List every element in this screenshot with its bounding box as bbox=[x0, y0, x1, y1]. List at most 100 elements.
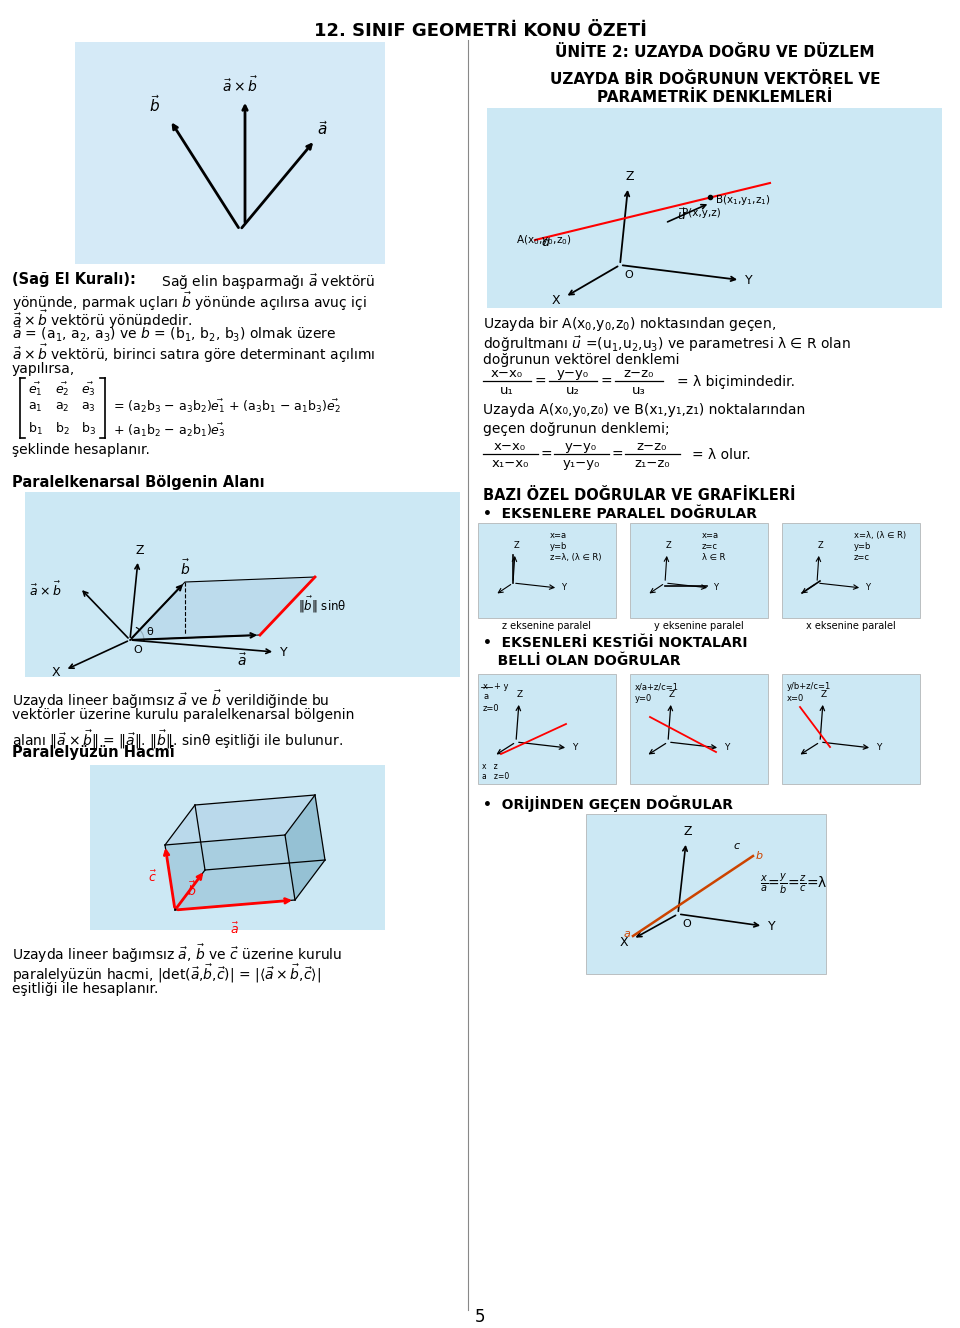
Text: $\vec{a}$: $\vec{a}$ bbox=[237, 652, 247, 668]
Text: Paralelyüzün Hacmi: Paralelyüzün Hacmi bbox=[12, 745, 175, 760]
Text: doğrunun vektörel denklemi: doğrunun vektörel denklemi bbox=[483, 353, 680, 367]
Text: 12. SINIF GEOMETRİ KONU ÖZETİ: 12. SINIF GEOMETRİ KONU ÖZETİ bbox=[314, 23, 646, 40]
Text: z=c: z=c bbox=[702, 542, 718, 551]
Text: a$_3$: a$_3$ bbox=[81, 401, 95, 414]
Text: $\vec{a}\times\vec{b}$: $\vec{a}\times\vec{b}$ bbox=[30, 580, 62, 599]
Text: Y: Y bbox=[768, 919, 776, 932]
Text: Y: Y bbox=[865, 583, 870, 592]
Text: λ ∈ R: λ ∈ R bbox=[702, 552, 725, 562]
Bar bbox=[25, 491, 460, 677]
Text: a: a bbox=[623, 930, 630, 939]
Text: $\vec{a}$ = (a$_1$, a$_2$, a$_3$) ve $\vec{b}$ = (b$_1$, b$_2$, b$_3$) olmak üze: $\vec{a}$ = (a$_1$, a$_2$, a$_3$) ve $\v… bbox=[12, 321, 336, 344]
Bar bbox=[478, 675, 616, 784]
Text: doğrultmanı $\vec{u}$ =(u$_1$,u$_2$,u$_3$) ve parametresi λ ∈ R olan: doğrultmanı $\vec{u}$ =(u$_1$,u$_2$,u$_3… bbox=[483, 335, 851, 353]
Text: Uzayda bir A(x$_0$,y$_0$,z$_0$) noktasından geçen,: Uzayda bir A(x$_0$,y$_0$,z$_0$) noktasın… bbox=[483, 315, 776, 333]
Text: y eksenine paralel: y eksenine paralel bbox=[654, 622, 744, 631]
Bar bbox=[586, 814, 826, 973]
Text: $\vec{a}\times\vec{b}$: $\vec{a}\times\vec{b}$ bbox=[222, 76, 258, 96]
Text: $\vec{e_2}$: $\vec{e_2}$ bbox=[55, 381, 69, 398]
Text: X: X bbox=[52, 665, 60, 679]
Text: yapılırsa,: yapılırsa, bbox=[12, 363, 75, 376]
Text: u₃: u₃ bbox=[632, 384, 646, 397]
Text: x−x₀: x−x₀ bbox=[494, 440, 526, 453]
Bar bbox=[630, 675, 768, 784]
Text: a   z=0: a z=0 bbox=[482, 772, 509, 781]
Text: d: d bbox=[541, 236, 549, 250]
Text: y/b+z/c=1: y/b+z/c=1 bbox=[787, 683, 831, 691]
Text: Z: Z bbox=[516, 691, 523, 699]
Text: Z: Z bbox=[135, 544, 144, 556]
Text: Y: Y bbox=[561, 583, 566, 592]
Text: •  EKSENLERİ KESTİĞİ NOKTALARI: • EKSENLERİ KESTİĞİ NOKTALARI bbox=[483, 636, 748, 649]
Text: $\vec{a}\times\vec{b}$ vektörü, birinci satıra göre determinant açılımı: $\vec{a}\times\vec{b}$ vektörü, birinci … bbox=[12, 343, 375, 365]
Text: a$_2$: a$_2$ bbox=[55, 401, 69, 414]
Text: Uzayda A(x₀,y₀,z₀) ve B(x₁,y₁,z₁) noktalarından: Uzayda A(x₀,y₀,z₀) ve B(x₁,y₁,z₁) noktal… bbox=[483, 402, 805, 417]
Text: (Sağ El Kuralı):: (Sağ El Kuralı): bbox=[12, 272, 136, 287]
Text: Paralelkenarsal Bölgenin Alanı: Paralelkenarsal Bölgenin Alanı bbox=[12, 475, 265, 490]
Text: y=b: y=b bbox=[853, 542, 871, 551]
Text: b$_1$: b$_1$ bbox=[28, 421, 42, 437]
Text: ÜNİTE 2: UZAYDA DOĞRU VE DÜZLEM: ÜNİTE 2: UZAYDA DOĞRU VE DÜZLEM bbox=[555, 45, 875, 60]
Bar bbox=[782, 675, 920, 784]
Text: = (a$_2$b$_3$ − a$_3$b$_2$)$\vec{e_1}$ + (a$_3$b$_1$ − a$_1$b$_3$)$\vec{e_2}$
+ : = (a$_2$b$_3$ − a$_3$b$_2$)$\vec{e_1}$ +… bbox=[113, 398, 341, 440]
Text: u₁: u₁ bbox=[500, 384, 514, 397]
Text: x=a: x=a bbox=[702, 531, 719, 540]
Text: =: = bbox=[540, 448, 552, 462]
Text: X: X bbox=[619, 935, 628, 948]
Text: Y: Y bbox=[745, 274, 753, 287]
Text: Z: Z bbox=[626, 170, 635, 183]
Text: geçen doğrunun denklemi;: geçen doğrunun denklemi; bbox=[483, 422, 670, 436]
Text: $\vec{e_1}$: $\vec{e_1}$ bbox=[28, 381, 42, 398]
Text: vektörler üzerine kurulu paralelkenarsal bölgenin: vektörler üzerine kurulu paralelkenarsal… bbox=[12, 708, 354, 722]
Text: a: a bbox=[483, 692, 488, 701]
Text: = λ olur.: = λ olur. bbox=[692, 448, 751, 462]
Text: x   z: x z bbox=[482, 762, 497, 772]
Bar bbox=[782, 523, 920, 618]
Text: Z: Z bbox=[684, 825, 692, 838]
Text: y−y₀: y−y₀ bbox=[564, 440, 597, 453]
Text: Y: Y bbox=[572, 744, 577, 753]
Text: b: b bbox=[756, 851, 763, 861]
Text: $\vec{e_3}$: $\vec{e_3}$ bbox=[81, 381, 95, 398]
Text: ‖$\vec{b}$‖ sinθ: ‖$\vec{b}$‖ sinθ bbox=[298, 595, 347, 615]
Text: BELLİ OLAN DOĞRULAR: BELLİ OLAN DOĞRULAR bbox=[483, 653, 681, 668]
Text: Z: Z bbox=[669, 691, 675, 699]
Bar bbox=[90, 765, 385, 930]
Text: x=λ, (λ ∈ R): x=λ, (λ ∈ R) bbox=[853, 531, 906, 540]
Text: Y: Y bbox=[876, 744, 881, 753]
Text: =: = bbox=[534, 374, 546, 389]
Text: z−z₀: z−z₀ bbox=[624, 367, 654, 380]
Text: x₁−x₀: x₁−x₀ bbox=[492, 457, 529, 470]
Text: z=c: z=c bbox=[853, 552, 870, 562]
Text: θ: θ bbox=[146, 627, 153, 637]
Text: •  ORİJİNDEN GEÇEN DOĞRULAR: • ORİJİNDEN GEÇEN DOĞRULAR bbox=[483, 795, 733, 813]
Bar bbox=[487, 108, 942, 308]
Text: y=b: y=b bbox=[550, 542, 567, 551]
Text: B(x$_1$,y$_1$,z$_1$): B(x$_1$,y$_1$,z$_1$) bbox=[715, 193, 771, 207]
Text: x/a+z/c=1: x/a+z/c=1 bbox=[635, 683, 679, 691]
Polygon shape bbox=[165, 795, 315, 845]
Text: Z: Z bbox=[817, 540, 823, 550]
Text: O: O bbox=[133, 645, 142, 655]
Text: P(x,y,z): P(x,y,z) bbox=[682, 208, 721, 218]
Text: z−z₀: z−z₀ bbox=[636, 440, 667, 453]
Text: O: O bbox=[682, 919, 691, 930]
Text: y−y₀: y−y₀ bbox=[557, 367, 589, 380]
Text: Uzayda lineer bağımsız $\vec{a}$ ve $\vec{b}$ verildiğinde bu: Uzayda lineer bağımsız $\vec{a}$ ve $\ve… bbox=[12, 688, 329, 710]
Text: alanı ‖$\vec{a}\times\vec{b}$‖ = ‖$\vec{a}$‖. ‖$\vec{b}$‖. sinθ eşitliği ile bul: alanı ‖$\vec{a}\times\vec{b}$‖ = ‖$\vec{… bbox=[12, 728, 343, 750]
Text: $\frac{x}{a}$=$\frac{y}{b}$=$\frac{z}{c}$=λ: $\frac{x}{a}$=$\frac{y}{b}$=$\frac{z}{c}… bbox=[760, 871, 828, 896]
Text: X: X bbox=[551, 293, 560, 307]
Text: =: = bbox=[612, 448, 623, 462]
Text: şeklinde hesaplanır.: şeklinde hesaplanır. bbox=[12, 444, 150, 457]
Text: + y: + y bbox=[494, 683, 509, 691]
Text: a$_1$: a$_1$ bbox=[28, 401, 42, 414]
Text: $\vec{c}$: $\vec{c}$ bbox=[148, 870, 157, 884]
Text: x eksenine paralel: x eksenine paralel bbox=[806, 622, 896, 631]
Text: $\vec{b}$: $\vec{b}$ bbox=[187, 880, 197, 899]
Text: BAZI ÖZEL DOĞRULAR VE GRAFİKLERİ: BAZI ÖZEL DOĞRULAR VE GRAFİKLERİ bbox=[483, 487, 796, 503]
Text: y=0: y=0 bbox=[635, 695, 652, 703]
Text: O: O bbox=[624, 270, 633, 280]
Bar bbox=[630, 523, 768, 618]
Text: A(x$_0$,y$_0$,z$_0$): A(x$_0$,y$_0$,z$_0$) bbox=[516, 232, 572, 247]
Text: $\vec{a}$: $\vec{a}$ bbox=[317, 120, 328, 138]
